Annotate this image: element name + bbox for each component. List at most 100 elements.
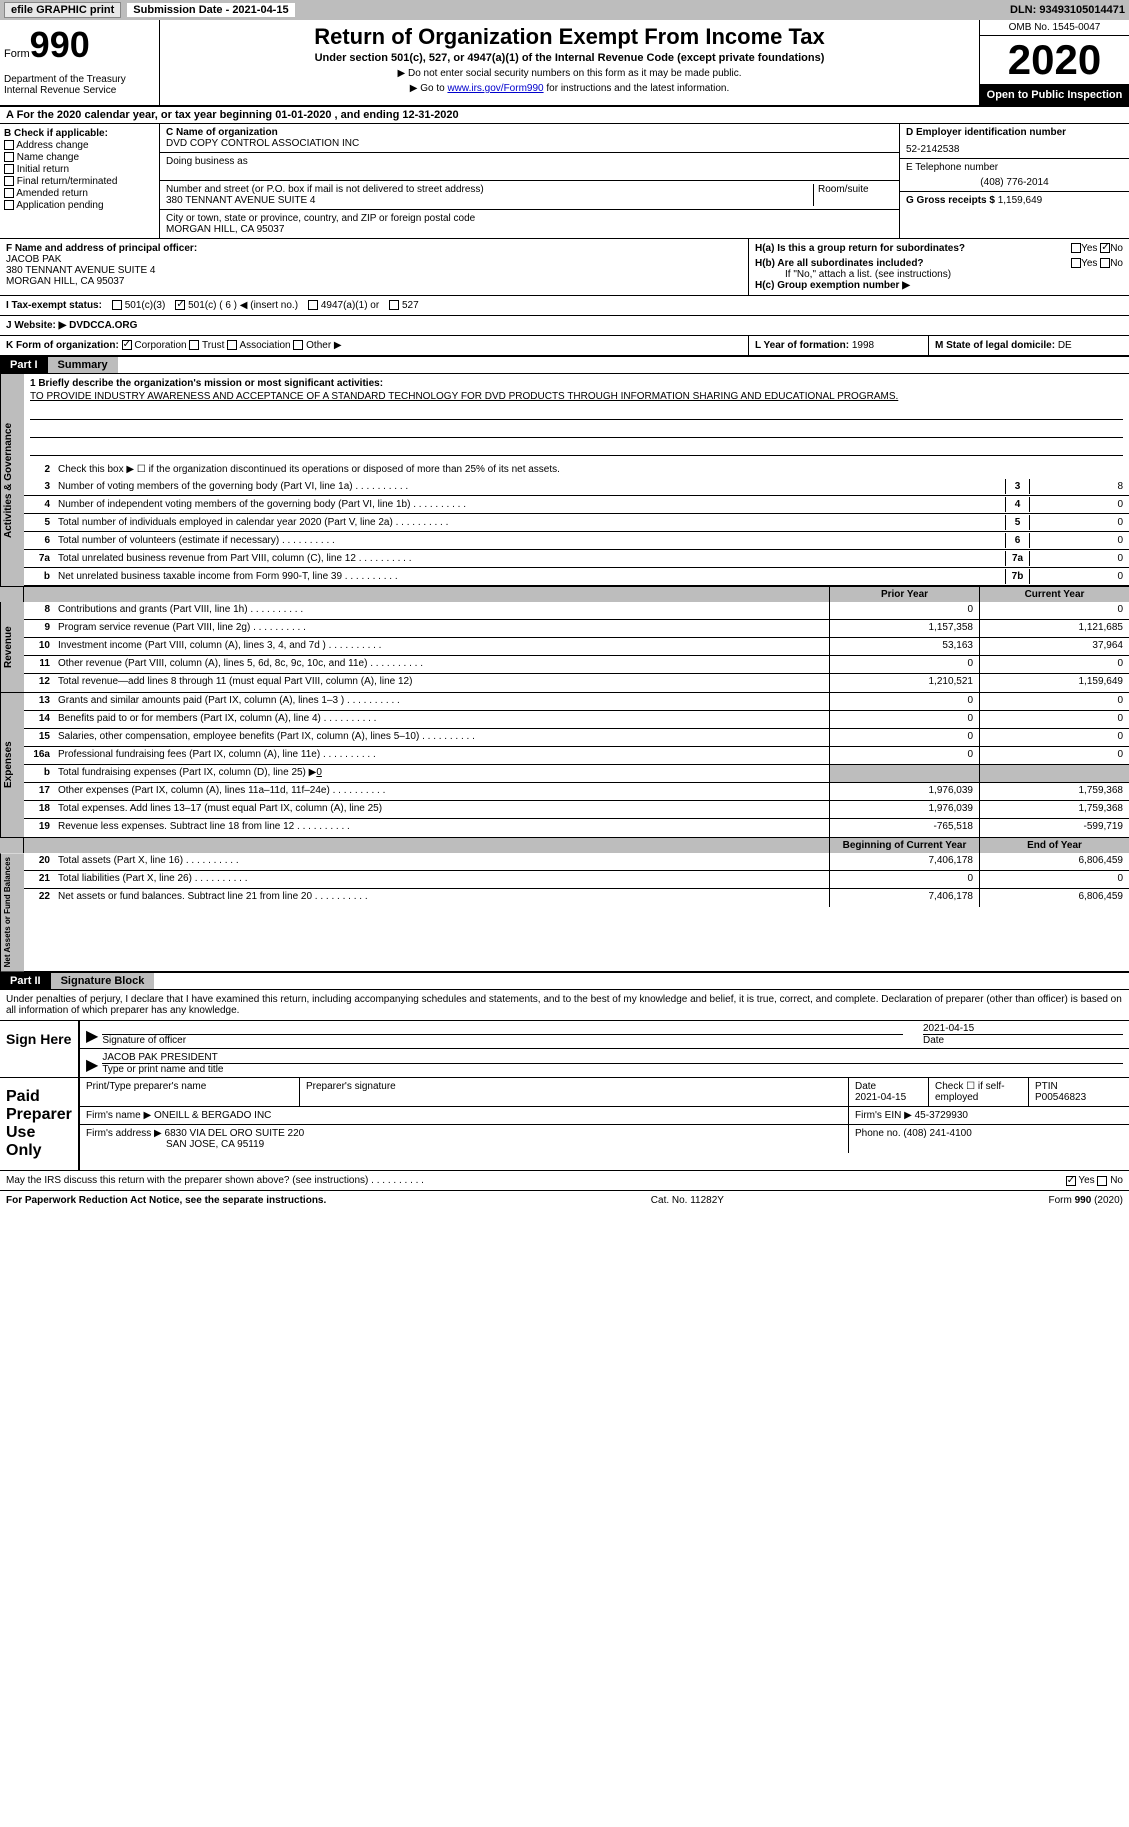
l21: Total liabilities (Part X, line 26) [54, 871, 829, 888]
part2-title: Signature Block [51, 973, 155, 989]
opt-4947[interactable]: 4947(a)(1) or [321, 300, 379, 311]
website-row: J Website: ▶ DVDCCA.ORG [0, 316, 1129, 336]
c11: 0 [979, 656, 1129, 673]
omb-number: OMB No. 1545-0047 [980, 20, 1129, 36]
part2-label: Part II [0, 973, 51, 989]
cb-final-return[interactable]: Final return/terminated [4, 176, 155, 187]
officer-label: F Name and address of principal officer: [6, 243, 742, 254]
mission-text: TO PROVIDE INDUSTRY AWARENESS AND ACCEPT… [30, 391, 1123, 402]
form-instr2: ▶ Go to www.irs.gov/Form990 for instruct… [164, 83, 975, 94]
p8: 0 [829, 602, 979, 619]
eoy-header: End of Year [979, 838, 1129, 853]
c13: 0 [979, 693, 1129, 710]
org-address: 380 TENNANT AVENUE SUITE 4 [166, 195, 813, 206]
hc-label: H(c) Group exemption number ▶ [755, 280, 1123, 291]
v7b: 0 [1029, 569, 1129, 584]
line6: Total number of volunteers (estimate if … [54, 533, 1005, 548]
p15: 0 [829, 729, 979, 746]
l20: Total assets (Part X, line 16) [54, 853, 829, 870]
p13: 0 [829, 693, 979, 710]
website-label: J Website: ▶ [6, 320, 66, 331]
tax-year-row: A For the 2020 calendar year, or tax yea… [0, 107, 1129, 124]
print-name-label: Print/Type preparer's name [80, 1078, 300, 1106]
cb-address-change[interactable]: Address change [4, 140, 155, 151]
cb-amended-return[interactable]: Amended return [4, 188, 155, 199]
tax-year: 2020 [980, 36, 1129, 85]
self-employed-check[interactable]: Check ☐ if self-employed [929, 1078, 1029, 1106]
side-expenses: Expenses [0, 693, 24, 837]
addr-label: Number and street (or P.O. box if mail i… [166, 184, 813, 195]
cb-name-change[interactable]: Name change [4, 152, 155, 163]
boy-header: Beginning of Current Year [829, 838, 979, 853]
opt-501c[interactable]: 501(c) ( 6 ) ◀ (insert no.) [188, 300, 298, 311]
part1-title: Summary [48, 357, 118, 373]
c18: 1,759,368 [979, 801, 1129, 818]
ein-label: D Employer identification number [906, 127, 1123, 138]
form-subtitle: Under section 501(c), 527, or 4947(a)(1)… [164, 52, 975, 64]
sig-date-label: Date [923, 1034, 1123, 1046]
tax-exempt-label: I Tax-exempt status: [6, 300, 102, 311]
city-label: City or town, state or province, country… [166, 213, 893, 224]
l10: Investment income (Part VIII, column (A)… [54, 638, 829, 655]
sign-here-label: Sign Here [0, 1021, 80, 1077]
form-number: 990 [30, 24, 90, 65]
opt-other[interactable]: Other ▶ [306, 340, 341, 351]
efile-print-button[interactable]: efile GRAPHIC print [4, 2, 121, 18]
preparer-row: Paid Preparer Use Only Print/Type prepar… [0, 1077, 1129, 1170]
discuss-yes[interactable]: Yes [1078, 1175, 1094, 1186]
ha-no[interactable]: No [1110, 243, 1123, 254]
line3: Number of voting members of the governin… [54, 479, 1005, 494]
website-value: DVDCCA.ORG [69, 320, 137, 331]
hb-yes[interactable]: Yes [1081, 258, 1097, 269]
cb-application-pending[interactable]: Application pending [4, 200, 155, 211]
penalty-text: Under penalties of perjury, I declare th… [0, 990, 1129, 1020]
l9: Program service revenue (Part VIII, line… [54, 620, 829, 637]
dln-number: DLN: 93493105014471 [1010, 4, 1125, 16]
v3: 8 [1029, 479, 1129, 494]
opt-527[interactable]: 527 [402, 300, 419, 311]
e20: 6,806,459 [979, 853, 1129, 870]
sig-arrow-icon: ▶ [86, 1026, 98, 1046]
part2-header: Part IISignature Block [0, 973, 1129, 990]
ha-label: H(a) Is this a group return for subordin… [755, 243, 965, 254]
discuss-no[interactable]: No [1110, 1175, 1123, 1186]
v6: 0 [1029, 533, 1129, 548]
side-netassets: Net Assets or Fund Balances [0, 853, 24, 971]
firm-addr2: SAN JOSE, CA 95119 [166, 1139, 264, 1150]
current-year-header: Current Year [979, 587, 1129, 602]
l14: Benefits paid to or for members (Part IX… [54, 711, 829, 728]
c17: 1,759,368 [979, 783, 1129, 800]
l19: Revenue less expenses. Subtract line 18 … [54, 819, 829, 837]
form-header: Form990 Department of the Treasury Inter… [0, 20, 1129, 107]
form-label: Form [4, 48, 30, 60]
l-label: L Year of formation: [755, 340, 849, 351]
opt-corp[interactable]: Corporation [134, 340, 186, 351]
open-public-badge: Open to Public Inspection [980, 85, 1129, 105]
c19: -599,719 [979, 819, 1129, 837]
opt-assoc[interactable]: Association [239, 340, 290, 351]
ha-yes[interactable]: Yes [1081, 243, 1097, 254]
l16b: Total fundraising expenses (Part IX, col… [54, 765, 829, 782]
v4: 0 [1029, 497, 1129, 512]
line5: Total number of individuals employed in … [54, 515, 1005, 530]
b22: 7,406,178 [829, 889, 979, 907]
e21: 0 [979, 871, 1129, 888]
sig-arrow-icon2: ▶ [86, 1055, 98, 1075]
b21: 0 [829, 871, 979, 888]
part1-header: Part ISummary [0, 357, 1129, 374]
dept-treasury: Department of the Treasury Internal Reve… [4, 74, 155, 96]
line7a: Total unrelated business revenue from Pa… [54, 551, 1005, 566]
line7b: Net unrelated business taxable income fr… [54, 569, 1005, 584]
line4: Number of independent voting members of … [54, 497, 1005, 512]
v7a: 0 [1029, 551, 1129, 566]
opt-trust[interactable]: Trust [202, 340, 224, 351]
irs-link[interactable]: www.irs.gov/Form990 [447, 83, 543, 94]
c14: 0 [979, 711, 1129, 728]
opt-501c3[interactable]: 501(c)(3) [125, 300, 166, 311]
phone-label: E Telephone number [906, 162, 1123, 173]
name-label: C Name of organization [166, 127, 893, 138]
cb-initial-return[interactable]: Initial return [4, 164, 155, 175]
hb-no[interactable]: No [1110, 258, 1123, 269]
c10: 37,964 [979, 638, 1129, 655]
firm-addr-label: Firm's address ▶ [86, 1128, 162, 1139]
